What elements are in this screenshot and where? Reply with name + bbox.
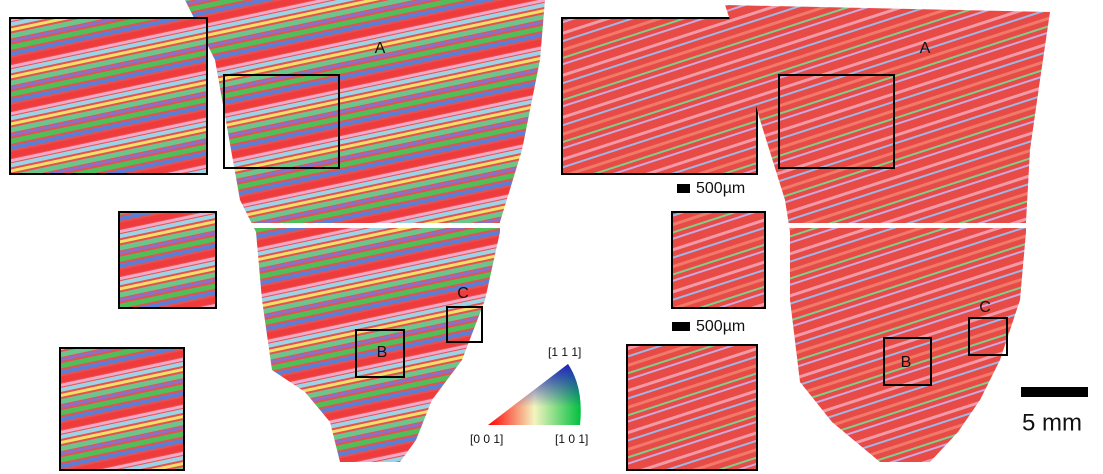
ebsd-map xyxy=(725,5,1050,462)
scale-label: 500µm xyxy=(696,318,745,335)
scale-label: 500µm xyxy=(696,180,745,197)
scale-bar xyxy=(677,184,690,193)
region-label: C xyxy=(979,299,991,316)
inset xyxy=(60,348,184,470)
region-label: B xyxy=(377,344,388,361)
region-label: A xyxy=(375,40,386,57)
right-map: A B C xyxy=(725,5,1050,462)
region-label: B xyxy=(901,354,912,371)
inset xyxy=(10,18,207,174)
inset xyxy=(119,212,216,308)
left-map: A B C xyxy=(185,0,545,462)
ipf-key: [1 1 1] [0 0 1] [1 0 1] xyxy=(470,345,588,446)
section-gap xyxy=(780,223,1030,228)
section-gap xyxy=(240,223,510,228)
scale-label: 5 mm xyxy=(1022,409,1082,436)
ipf-label: [1 1 1] xyxy=(548,345,581,359)
scale-bar xyxy=(1021,387,1088,397)
inset xyxy=(627,345,757,470)
scale-bar xyxy=(672,322,690,331)
figure: A B C 500µm 500µm 5 mm [1 1 1] [0 0 1] [… xyxy=(0,0,1103,474)
ipf-label: [0 0 1] xyxy=(470,432,503,446)
inset xyxy=(562,18,757,174)
ipf-triangle-shade xyxy=(488,364,581,425)
ebsd-map xyxy=(185,0,545,462)
region-label: A xyxy=(920,40,931,57)
region-label: C xyxy=(457,285,469,302)
inset xyxy=(672,212,765,308)
ipf-label: [1 0 1] xyxy=(555,432,588,446)
